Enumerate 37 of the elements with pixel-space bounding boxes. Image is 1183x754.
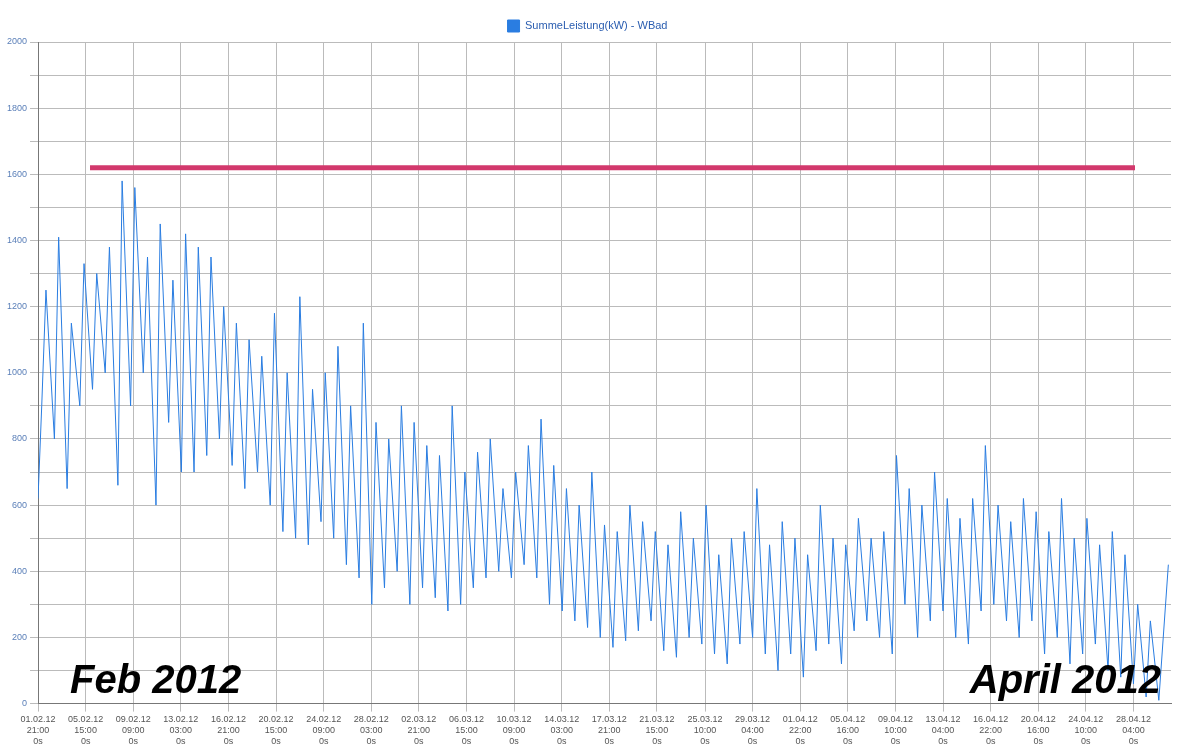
y-tick-label: 1400 [6,234,28,245]
x-tick-label: 25.03.12 10:00 0s [687,714,723,747]
x-tick-label: 09.04.12 10:00 0s [877,714,913,747]
x-tick-label: 14.03.12 03:00 0s [544,714,580,747]
x-tick-label: 10.03.12 09:00 0s [496,714,532,747]
x-tick-label: 29.03.12 04:00 0s [735,714,771,747]
y-tick-label: 1600 [6,168,28,179]
x-tick-label: 05.02.12 15:00 0s [68,714,104,747]
x-tick-label: 24.02.12 09:00 0s [306,714,342,747]
x-tick-label: 16.02.12 21:00 0s [210,714,246,747]
x-tick-label: 05.04.12 16:00 0s [830,714,866,747]
y-tick-label: 200 [11,631,28,642]
y-tick-label: 2000 [6,36,28,47]
x-tick-label: 01.02.12 21:00 0s [20,714,56,747]
x-tick-label: 20.04.12 16:00 0s [1020,714,1056,747]
y-tick-label: 1800 [6,102,28,113]
x-tick-label: 28.04.12 04:00 0s [1115,714,1151,747]
x-tick-label: 20.02.12 15:00 0s [258,714,294,747]
y-tick-label: 0 [22,698,28,709]
x-tick-label: 17.03.12 21:00 0s [591,714,627,747]
y-tick-label: 400 [11,565,28,576]
x-tick-label: 28.02.12 03:00 0s [353,714,389,747]
x-tick-label: 01.04.12 22:00 0s [782,714,818,747]
x-tick-label: 16.04.12 22:00 0s [973,714,1009,747]
x-tick-label: 13.02.12 03:00 0s [163,714,199,747]
x-tick-label: 13.04.12 04:00 0s [925,714,961,747]
y-tick-label: 1000 [6,367,28,378]
x-tick-label: 06.03.12 15:00 0s [448,714,484,747]
y-tick-label: 600 [11,499,28,510]
x-tick-label: 24.04.12 10:00 0s [1068,714,1104,747]
y-tick-label: 1200 [6,301,28,312]
y-tick-label: 800 [11,433,28,444]
annotation: Feb 2012 [70,656,242,701]
x-tick-label: 09.02.12 09:00 0s [115,714,151,747]
legend-label: SummeLeistung(kW) - WBad [525,19,668,32]
x-tick-label: 02.03.12 21:00 0s [401,714,437,747]
x-tick-label: 21.03.12 15:00 0s [639,714,675,747]
